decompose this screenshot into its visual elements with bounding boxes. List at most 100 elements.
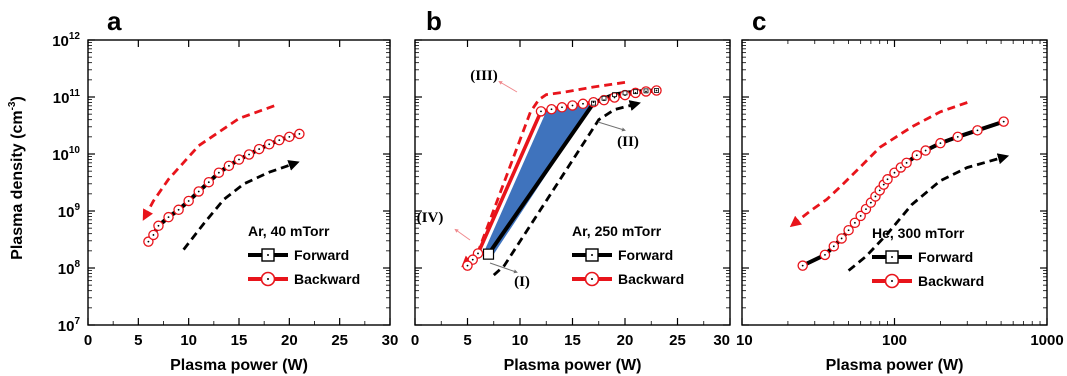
x-axis-label: Plasma power (W) bbox=[170, 357, 308, 374]
x-tick-label: 30 bbox=[382, 332, 399, 349]
backward-point-center bbox=[1002, 120, 1005, 123]
legend-entry-label: Forward bbox=[294, 247, 349, 263]
x-tick-label: 0 bbox=[84, 332, 92, 349]
backward-point-center bbox=[207, 181, 210, 184]
annotation-pointer bbox=[597, 121, 626, 132]
backward-point-center bbox=[882, 183, 885, 186]
legend-title: He, 300 mTorr bbox=[872, 225, 965, 241]
backward-guide-arrow bbox=[789, 101, 968, 228]
legend: Ar, 250 mTorr Forward Backward bbox=[572, 223, 684, 287]
region-annotation: (II) bbox=[617, 134, 639, 150]
legend-marker-dot bbox=[891, 256, 893, 258]
y-tick-label: 107 bbox=[58, 316, 81, 335]
backward-point-center bbox=[592, 101, 595, 104]
backward-point-center bbox=[865, 208, 867, 210]
legend-entry-label: Backward bbox=[294, 271, 360, 287]
forward-point bbox=[612, 92, 617, 98]
forward-point bbox=[482, 248, 495, 260]
x-tick-label: 30 bbox=[713, 332, 730, 349]
backward-point-center bbox=[268, 143, 271, 146]
panel-label: c bbox=[752, 6, 766, 36]
legend-title: Ar, 250 mTorr bbox=[572, 223, 662, 239]
y-tick-label: 1011 bbox=[53, 88, 81, 107]
backward-point-center bbox=[248, 153, 250, 156]
backward-point-center bbox=[278, 139, 281, 142]
backward-point-center bbox=[915, 154, 918, 157]
backward-point-center bbox=[187, 200, 190, 202]
backward-point-center bbox=[924, 149, 927, 152]
backward-point-center bbox=[152, 234, 155, 236]
x-tick-label: 1000 bbox=[1030, 332, 1063, 349]
x-tick-label: 5 bbox=[134, 332, 142, 349]
backward-point-center bbox=[905, 161, 908, 164]
backward-point-center bbox=[258, 148, 261, 150]
backward-point-center bbox=[298, 133, 301, 135]
forward-point bbox=[591, 100, 596, 106]
x-tick-label: 15 bbox=[231, 332, 248, 349]
legend-marker-dot bbox=[267, 254, 269, 256]
forward-point bbox=[643, 88, 649, 94]
backward-point-center bbox=[886, 178, 889, 181]
panel-c: c 10 100 1000 Plasma power (W) He, 300 mTorr F… bbox=[736, 6, 1064, 374]
forward-point bbox=[633, 89, 638, 95]
x-tick-label: 100 bbox=[882, 332, 907, 349]
x-tick-label: 10 bbox=[736, 332, 753, 349]
backward-point-center bbox=[550, 108, 553, 111]
x-tick-label: 15 bbox=[564, 332, 581, 349]
backward-point-center bbox=[854, 221, 856, 224]
forward-point bbox=[654, 88, 659, 93]
legend-entry-label: Backward bbox=[918, 273, 984, 289]
legend-marker-dot bbox=[591, 254, 593, 256]
legend: Ar, 40 mTorr Forward Backward bbox=[248, 223, 360, 287]
forward-point bbox=[622, 90, 628, 96]
backward-point-center bbox=[939, 142, 942, 145]
backward-point-center bbox=[874, 195, 877, 198]
panel-label: b bbox=[426, 6, 442, 36]
backward-guide-arrow bbox=[142, 104, 275, 221]
legend-marker-dot bbox=[891, 280, 893, 282]
x-tick-label: 10 bbox=[180, 332, 197, 349]
backward-point-center bbox=[167, 216, 170, 219]
region-annotation: (I) bbox=[514, 274, 530, 290]
region-annotation: (III) bbox=[470, 68, 498, 84]
x-tick-label: 20 bbox=[281, 332, 298, 349]
x-tick-label: 10 bbox=[512, 332, 529, 349]
backward-point-center bbox=[471, 258, 474, 261]
x-tick-label: 25 bbox=[331, 332, 348, 349]
x-axis-label: Plasma power (W) bbox=[504, 357, 642, 374]
legend-title: Ar, 40 mTorr bbox=[248, 223, 330, 239]
legend-marker-dot bbox=[267, 278, 269, 280]
legend-entry-label: Forward bbox=[918, 249, 973, 265]
y-tick-label: 1012 bbox=[52, 31, 80, 50]
backward-point-center bbox=[540, 110, 542, 113]
backward-point-center bbox=[847, 229, 850, 232]
backward-point-center bbox=[217, 171, 220, 174]
backward-point-center bbox=[288, 135, 291, 138]
backward-point-center bbox=[899, 166, 902, 169]
forward-guide-arrow bbox=[182, 160, 300, 251]
backward-point-center bbox=[157, 224, 160, 227]
backward-point-center bbox=[177, 208, 180, 211]
backward-point-center bbox=[645, 90, 647, 93]
backward-point-center bbox=[197, 190, 200, 193]
backward-point-center bbox=[893, 171, 896, 174]
y-tick-label: 109 bbox=[58, 202, 81, 221]
backward-point-center bbox=[976, 129, 979, 132]
backward-point-center bbox=[878, 189, 881, 192]
backward-point-center bbox=[840, 237, 843, 240]
forward-guide-arrow bbox=[847, 153, 1010, 272]
backward-point-center bbox=[147, 240, 150, 243]
backward-point-center bbox=[869, 201, 872, 204]
x-tick-label: 0 bbox=[411, 332, 419, 349]
backward-point-center bbox=[832, 245, 835, 248]
backward-point-center bbox=[228, 164, 230, 167]
x-tick-label: 25 bbox=[669, 332, 686, 349]
panel-b: b 0 5 10 15 20 25 30 Plasma power (W) (I) (II) (III… bbox=[411, 6, 731, 374]
annotation-pointer bbox=[454, 228, 471, 241]
backward-point-center bbox=[801, 264, 804, 267]
backward-point-center bbox=[582, 102, 584, 105]
backward-point-center bbox=[613, 96, 616, 99]
panel-a: a 107 108 109 1010 1011 1012 0 5 10 15 20 25 30 Plasma… bbox=[52, 6, 398, 374]
region-annotation: (IV) bbox=[417, 210, 444, 226]
